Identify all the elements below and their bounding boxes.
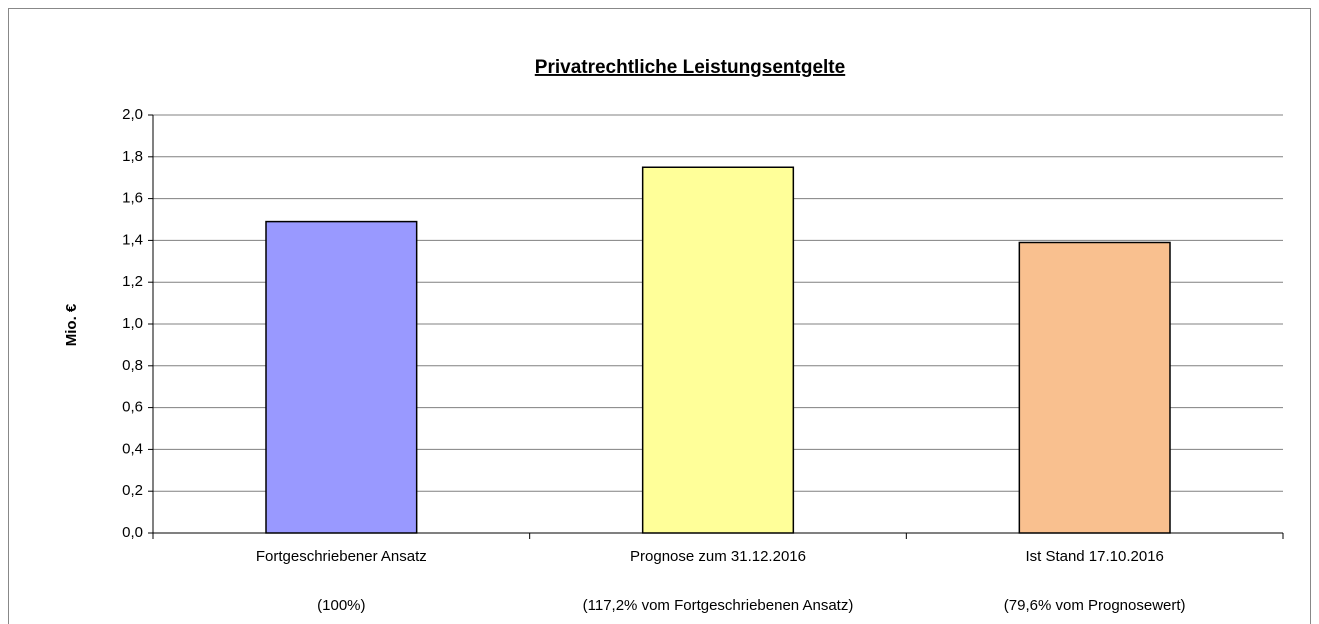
x-tick-label: Ist Stand 17.10.2016 — [1025, 548, 1163, 565]
x-tick-note: (79,6% vom Prognosewert) — [1004, 597, 1186, 614]
x-tick-note: (117,2% vom Fortgeschriebenen Ansatz) — [583, 597, 854, 614]
y-tick-label: 1,2 — [122, 273, 143, 290]
x-tick-note: (100%) — [317, 597, 365, 614]
y-tick-label: 0,0 — [122, 524, 143, 541]
x-tick-label: Fortgeschriebener Ansatz — [256, 548, 427, 565]
x-tick-label: Prognose zum 31.12.2016 — [630, 548, 806, 565]
y-tick-label: 0,8 — [122, 357, 143, 374]
y-axis-label: Mio. € — [63, 303, 80, 346]
y-tick-label: 1,4 — [122, 231, 143, 248]
y-tick-label: 1,8 — [122, 148, 143, 165]
bar — [265, 220, 418, 534]
y-tick-label: 1,6 — [122, 190, 143, 207]
bar — [1018, 241, 1171, 534]
y-tick-label: 0,2 — [122, 482, 143, 499]
y-tick-label: 2,0 — [122, 106, 143, 123]
chart-title: Privatrechtliche Leistungsentgelte — [535, 57, 845, 78]
y-tick-label: 0,6 — [122, 399, 143, 416]
bar — [641, 166, 795, 534]
y-tick-label: 0,4 — [122, 440, 143, 457]
y-tick-label: 1,0 — [122, 315, 143, 332]
